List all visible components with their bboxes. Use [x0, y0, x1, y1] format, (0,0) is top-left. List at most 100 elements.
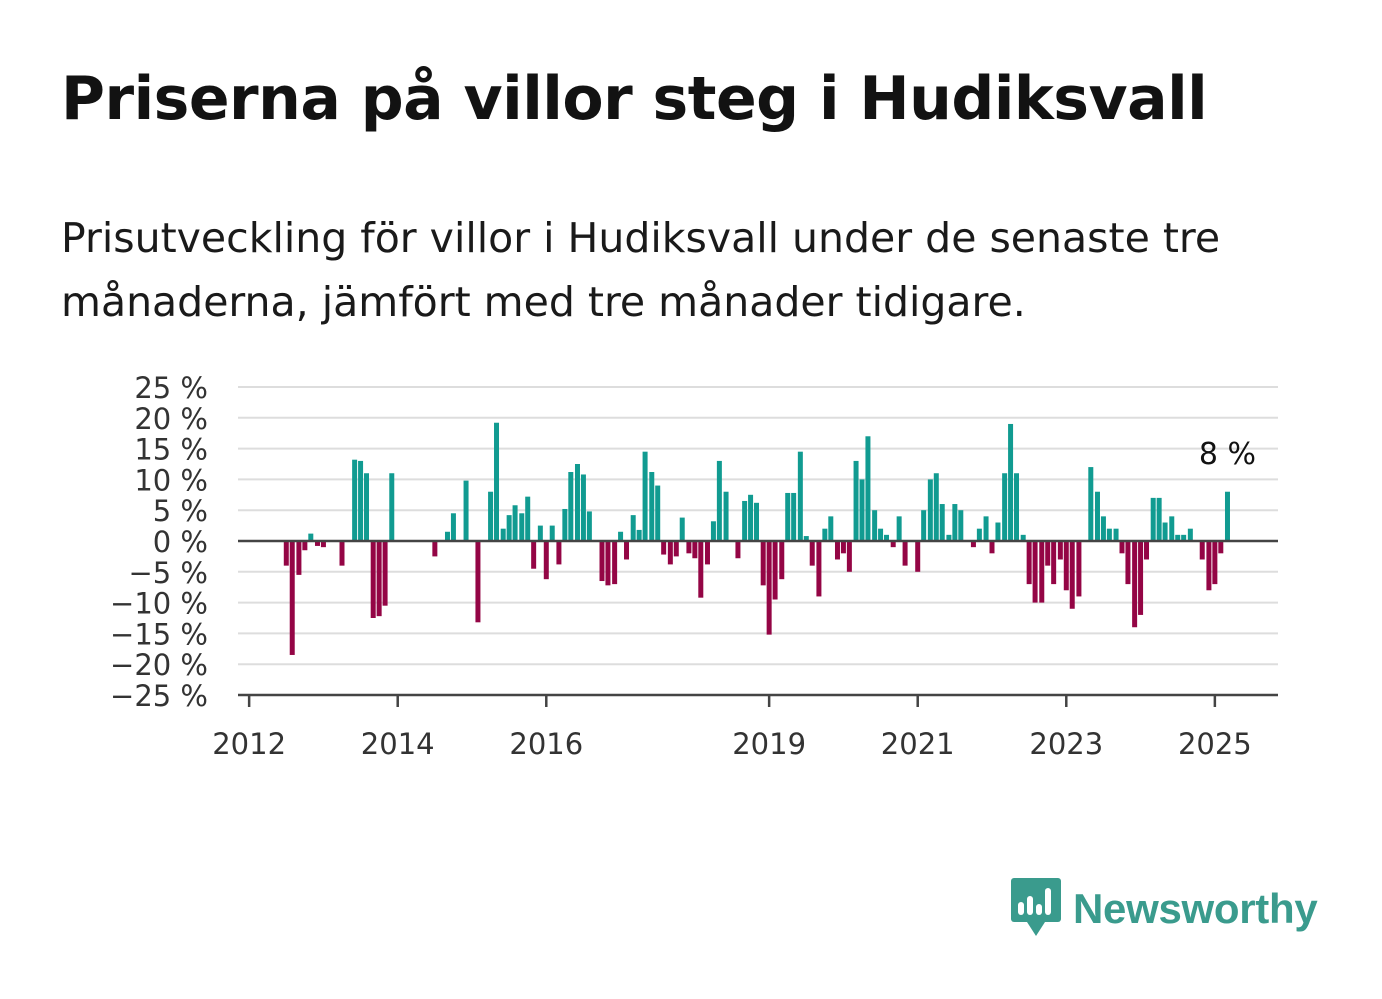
last-value-label: 8 %	[1199, 437, 1256, 472]
bar	[649, 472, 655, 541]
y-tick-label: 15 %	[134, 433, 208, 467]
bar	[859, 479, 865, 541]
bar	[1162, 522, 1168, 541]
bar	[927, 479, 933, 541]
bar	[1119, 541, 1125, 554]
bar	[296, 541, 302, 575]
chart-subtitle: Prisutveckling för villor i Hudiksvall u…	[61, 214, 1221, 326]
bar	[742, 500, 748, 541]
bar	[686, 541, 692, 554]
bar	[599, 541, 605, 582]
bar	[865, 436, 871, 541]
bar	[512, 505, 518, 541]
bar	[1002, 473, 1008, 541]
bar	[748, 494, 754, 541]
bar	[519, 513, 525, 541]
x-tick-label: 2014	[361, 727, 435, 761]
bar	[834, 541, 840, 560]
bar	[382, 541, 388, 606]
bar	[1008, 423, 1014, 541]
bar	[525, 496, 531, 541]
bar	[704, 541, 710, 565]
bar	[772, 541, 778, 600]
brand-name: Newsworthy	[1073, 885, 1318, 932]
bar	[1032, 541, 1038, 603]
bar	[754, 502, 760, 541]
bar	[766, 541, 772, 635]
bar	[710, 521, 716, 541]
bar	[339, 541, 345, 566]
bar	[896, 516, 902, 541]
bar	[358, 460, 364, 541]
bar	[797, 451, 803, 541]
bar	[1057, 541, 1063, 560]
x-tick-label: 2012	[212, 727, 286, 761]
bar	[853, 460, 859, 541]
bar	[878, 528, 884, 541]
y-tick-label: 5 %	[153, 494, 208, 528]
bar	[1224, 491, 1230, 541]
bar	[1138, 541, 1144, 615]
bar	[958, 510, 964, 541]
bar	[976, 528, 982, 541]
bar	[562, 508, 568, 541]
bar	[1076, 541, 1082, 597]
bar	[921, 510, 927, 541]
bar	[723, 491, 729, 541]
y-tick-label: −15 %	[110, 617, 208, 651]
bar	[822, 528, 828, 541]
bar	[463, 480, 469, 541]
y-tick-label: 20 %	[134, 402, 208, 436]
bar	[1181, 534, 1187, 541]
bars	[283, 422, 1230, 655]
bar	[364, 473, 370, 541]
x-tick-label: 2019	[732, 727, 806, 761]
bar	[450, 513, 456, 541]
bar	[1187, 528, 1193, 541]
bar	[370, 541, 376, 618]
x-tick-label: 2016	[509, 727, 583, 761]
bar	[791, 492, 797, 541]
bar	[1175, 534, 1181, 541]
bar	[432, 541, 438, 557]
bar	[952, 504, 958, 541]
bar	[809, 541, 815, 566]
bar	[618, 531, 624, 541]
bar	[556, 541, 562, 565]
bar	[1051, 541, 1057, 585]
bar	[612, 541, 618, 585]
bar	[902, 541, 908, 566]
bar	[698, 541, 704, 598]
y-tick-label: −10 %	[110, 587, 208, 621]
x-tick-label: 2023	[1029, 727, 1103, 761]
bar	[320, 541, 326, 548]
bar	[314, 541, 320, 546]
bar	[1069, 541, 1075, 609]
y-tick-label: 25 %	[134, 371, 208, 405]
x-tick-label: 2025	[1178, 727, 1252, 761]
bar	[1199, 541, 1205, 560]
y-tick-label: −20 %	[110, 648, 208, 682]
bar	[692, 541, 698, 559]
bar	[444, 531, 450, 541]
bar	[630, 515, 636, 541]
bar	[735, 541, 741, 559]
bar	[1113, 528, 1119, 541]
bar	[389, 473, 395, 541]
bar	[1206, 541, 1212, 591]
bar	[995, 522, 1001, 541]
axes	[238, 539, 1278, 707]
bar	[1020, 534, 1026, 541]
bar	[679, 517, 685, 541]
bar	[983, 516, 989, 541]
bar	[716, 460, 722, 541]
bar	[673, 541, 679, 557]
bar	[655, 485, 661, 541]
bar	[1150, 497, 1156, 541]
y-tick-label: 10 %	[134, 463, 208, 497]
bar	[624, 541, 630, 560]
bar	[605, 541, 611, 586]
bar	[1156, 497, 1162, 541]
bar	[1125, 541, 1131, 585]
bar	[574, 464, 580, 541]
